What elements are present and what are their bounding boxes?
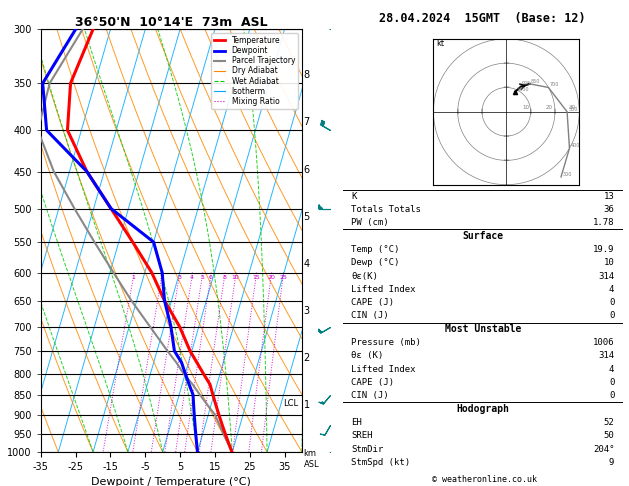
Text: 0: 0 xyxy=(609,391,615,400)
Text: Lifted Index: Lifted Index xyxy=(351,285,416,294)
Text: 50: 50 xyxy=(604,431,615,440)
Text: km
ASL: km ASL xyxy=(304,450,319,469)
Text: Dewp (°C): Dewp (°C) xyxy=(351,258,399,267)
Y-axis label: hPa: hPa xyxy=(0,230,2,251)
Text: θε(K): θε(K) xyxy=(351,272,378,280)
Text: Lifted Index: Lifted Index xyxy=(351,364,416,374)
Text: K: K xyxy=(351,191,357,201)
Text: 30: 30 xyxy=(569,105,576,110)
Text: SREH: SREH xyxy=(351,431,373,440)
Text: Surface: Surface xyxy=(462,231,503,241)
Title: 36°50'N  10°14'E  73m  ASL: 36°50'N 10°14'E 73m ASL xyxy=(75,16,268,29)
Text: 0: 0 xyxy=(609,378,615,387)
Text: CAPE (J): CAPE (J) xyxy=(351,378,394,387)
Text: 10: 10 xyxy=(231,276,240,280)
Text: 300: 300 xyxy=(562,172,572,177)
Text: CIN (J): CIN (J) xyxy=(351,391,389,400)
Text: 20: 20 xyxy=(267,276,275,280)
Text: 1000: 1000 xyxy=(516,87,529,91)
Text: 3: 3 xyxy=(304,306,309,316)
Text: 314: 314 xyxy=(598,351,615,361)
Text: 9: 9 xyxy=(609,458,615,467)
Text: 400: 400 xyxy=(571,143,580,148)
Text: 1.78: 1.78 xyxy=(593,218,615,227)
Text: PW (cm): PW (cm) xyxy=(351,218,389,227)
Text: 0: 0 xyxy=(609,312,615,320)
Text: kt: kt xyxy=(436,39,444,48)
Text: 700: 700 xyxy=(550,82,559,87)
Text: 28.04.2024  15GMT  (Base: 12): 28.04.2024 15GMT (Base: 12) xyxy=(379,12,586,25)
Text: 5: 5 xyxy=(201,276,204,280)
Text: LCL: LCL xyxy=(283,399,298,408)
Text: 7: 7 xyxy=(304,118,309,127)
Text: 4: 4 xyxy=(304,259,309,269)
Text: Temp (°C): Temp (°C) xyxy=(351,245,399,254)
Text: 8: 8 xyxy=(304,70,309,80)
Text: 2: 2 xyxy=(304,353,309,363)
Text: Hodograph: Hodograph xyxy=(456,404,509,414)
Text: θε (K): θε (K) xyxy=(351,351,384,361)
Text: Totals Totals: Totals Totals xyxy=(351,205,421,214)
Text: 25: 25 xyxy=(279,276,287,280)
Text: 4: 4 xyxy=(609,364,615,374)
Text: 925: 925 xyxy=(522,81,532,87)
Text: 13: 13 xyxy=(604,191,615,201)
Text: CIN (J): CIN (J) xyxy=(351,312,389,320)
Text: 19.9: 19.9 xyxy=(593,245,615,254)
Text: 2: 2 xyxy=(160,276,164,280)
Text: StmSpd (kt): StmSpd (kt) xyxy=(351,458,410,467)
Legend: Temperature, Dewpoint, Parcel Trajectory, Dry Adiabat, Wet Adiabat, Isotherm, Mi: Temperature, Dewpoint, Parcel Trajectory… xyxy=(211,33,298,109)
Text: 52: 52 xyxy=(604,418,615,427)
Text: EH: EH xyxy=(351,418,362,427)
Text: 3: 3 xyxy=(177,276,181,280)
Text: 15: 15 xyxy=(252,276,260,280)
Text: 1: 1 xyxy=(131,276,136,280)
Text: CAPE (J): CAPE (J) xyxy=(351,298,394,307)
Text: 20: 20 xyxy=(545,105,552,110)
Text: 10: 10 xyxy=(604,258,615,267)
Text: Most Unstable: Most Unstable xyxy=(445,324,521,334)
Text: 5: 5 xyxy=(304,211,309,222)
Text: 850: 850 xyxy=(531,79,540,84)
Text: 0: 0 xyxy=(609,298,615,307)
Text: 8: 8 xyxy=(223,276,226,280)
Text: Pressure (mb): Pressure (mb) xyxy=(351,338,421,347)
Text: 204°: 204° xyxy=(593,445,615,453)
Text: 6: 6 xyxy=(209,276,213,280)
Text: 6: 6 xyxy=(304,165,309,174)
Text: 4: 4 xyxy=(190,276,194,280)
Text: 4: 4 xyxy=(609,285,615,294)
Text: 500: 500 xyxy=(569,106,577,112)
X-axis label: Dewpoint / Temperature (°C): Dewpoint / Temperature (°C) xyxy=(91,477,252,486)
Text: 1: 1 xyxy=(304,400,309,410)
Text: 10: 10 xyxy=(523,105,530,110)
Text: 314: 314 xyxy=(598,272,615,280)
Text: 1006: 1006 xyxy=(593,338,615,347)
Text: StmDir: StmDir xyxy=(351,445,384,453)
Text: © weatheronline.co.uk: © weatheronline.co.uk xyxy=(432,474,537,484)
Text: 36: 36 xyxy=(604,205,615,214)
